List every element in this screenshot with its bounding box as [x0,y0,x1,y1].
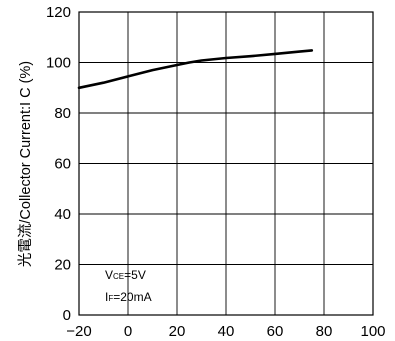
x-tick-label: 20 [169,323,186,340]
grid [79,12,373,315]
x-tick-label: 80 [316,323,333,340]
y-tick-label: 20 [54,257,71,274]
y-tick-label: 100 [46,55,71,72]
y-tick-label: 0 [63,307,71,324]
x-tick-labels: −20 0 20 40 60 80 100 [66,323,385,340]
x-tick-label: 60 [267,323,284,340]
series-line [77,49,314,90]
plot-frame [78,11,374,316]
y-tick-labels: 0 20 40 60 80 100 120 [46,4,71,324]
y-tick-label: 80 [54,105,71,122]
y-tick-label: 60 [54,156,71,173]
condition-if: IF=20mA [105,290,152,304]
x-tick-label: 100 [360,323,385,340]
condition-vce: VCE=5V [105,268,146,282]
y-tick-label: 120 [46,4,71,21]
series-group [77,49,314,90]
x-tick-label: 40 [218,323,235,340]
x-tick-label: −20 [66,323,91,340]
y-axis-label: 光電流/Collector Current:I C (%) [17,61,34,267]
x-tick-label: 0 [124,323,132,340]
y-tick-label: 40 [54,206,71,223]
